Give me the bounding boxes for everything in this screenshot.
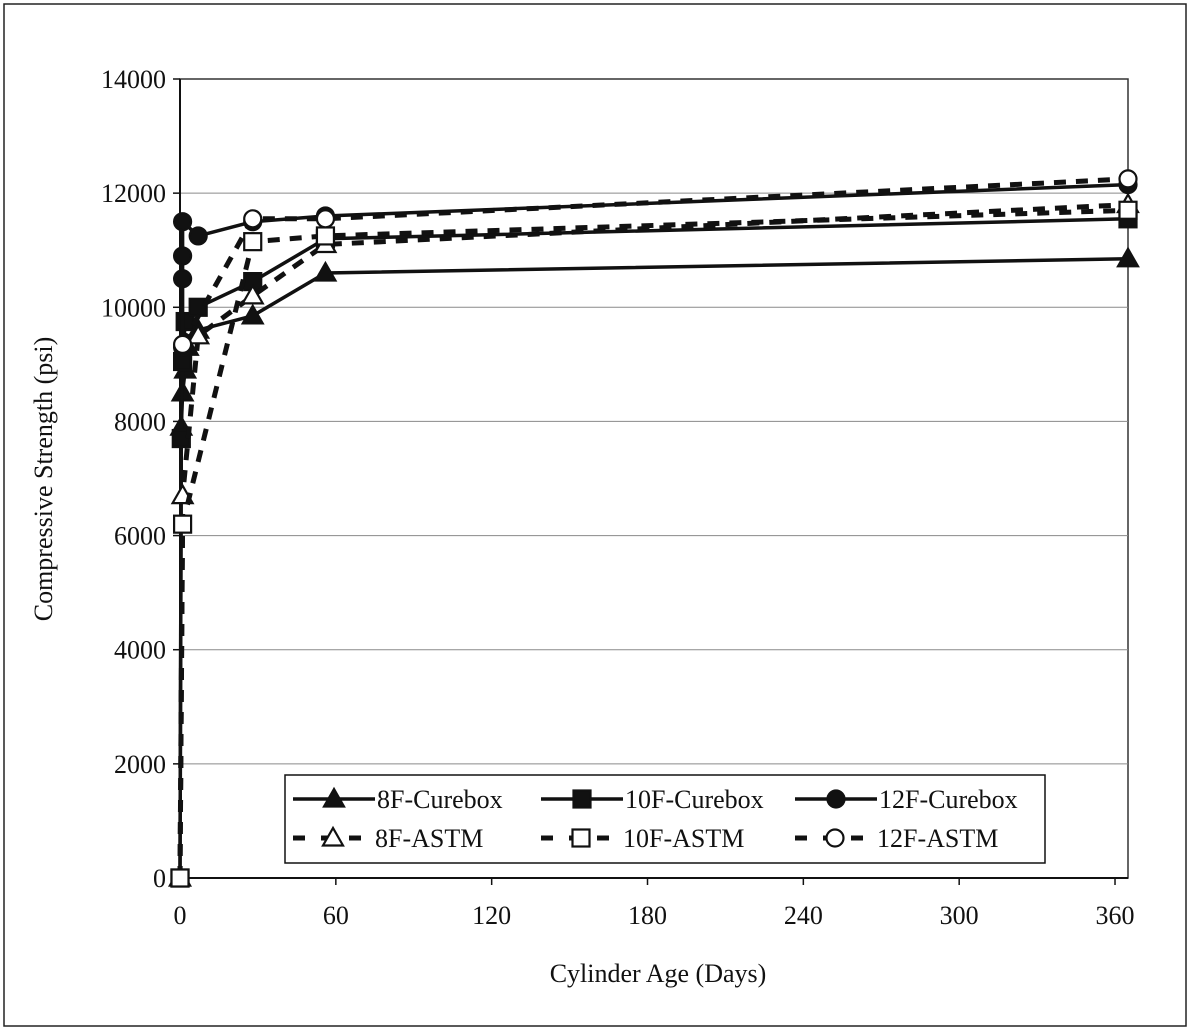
data-point [170,868,190,888]
data-point [172,334,193,354]
data-point [315,209,336,229]
y-tick-label: 2000 [114,750,166,779]
data-point [172,269,193,289]
legend-label: 12F-ASTM [877,824,998,853]
legend-marker [826,789,846,809]
legend-marker [321,825,345,847]
y-tick-label: 8000 [114,407,166,436]
data-point [172,514,193,534]
legend: 8F-Curebox 10F-Curebox 12F-Curebox 8F-ASTM 1… [284,774,1046,864]
legend-label: 10F-Curebox [625,785,764,814]
legend-label: 10F-ASTM [623,824,744,853]
x-tick-label: 180 [628,901,667,930]
legend-marker [571,828,591,848]
plot-area: 0 2000 4000 6000 8000 10000 12000 14000 0 60 120 18… [101,65,1140,930]
data-point [186,323,211,345]
legend-label: 8F-Curebox [377,785,503,814]
y-tick-label: 0 [153,864,166,893]
data-point [171,428,191,449]
data-point [243,209,263,229]
data-point [1118,169,1138,189]
legend-box [284,774,1046,864]
data-point [240,283,265,305]
plot-background [179,78,1129,879]
x-tick-label: 360 [1096,901,1135,930]
data-point [313,260,338,282]
y-axis-title: Compressive Strength (psi) [29,337,58,622]
x-tick-label: 240 [784,901,823,930]
data-point [1116,246,1140,268]
data-point [315,226,336,246]
y-tick-label: 6000 [114,522,166,551]
legend-label: 12F-Curebox [879,785,1018,814]
x-tick-label: 60 [323,901,349,930]
legend-marker [572,789,592,809]
data-point [172,246,193,266]
x-tick-label: 300 [940,901,979,930]
y-tick-label: 14000 [101,65,166,94]
data-point [172,212,193,232]
data-point [240,303,265,325]
x-tick-label: 120 [472,901,511,930]
x-tick-label: 0 [174,901,187,930]
y-tick-label: 10000 [101,293,166,322]
y-tick-label: 12000 [101,179,166,208]
data-point [243,232,263,252]
y-tick-label: 4000 [114,636,166,665]
series-line [180,176,1129,346]
legend-label: 8F-ASTM [375,824,483,853]
data-point [188,226,208,246]
legend-marker [825,828,845,848]
legend-marker [322,786,346,808]
data-point [1118,200,1138,220]
x-axis-title: Cylinder Age (Days) [550,959,767,988]
